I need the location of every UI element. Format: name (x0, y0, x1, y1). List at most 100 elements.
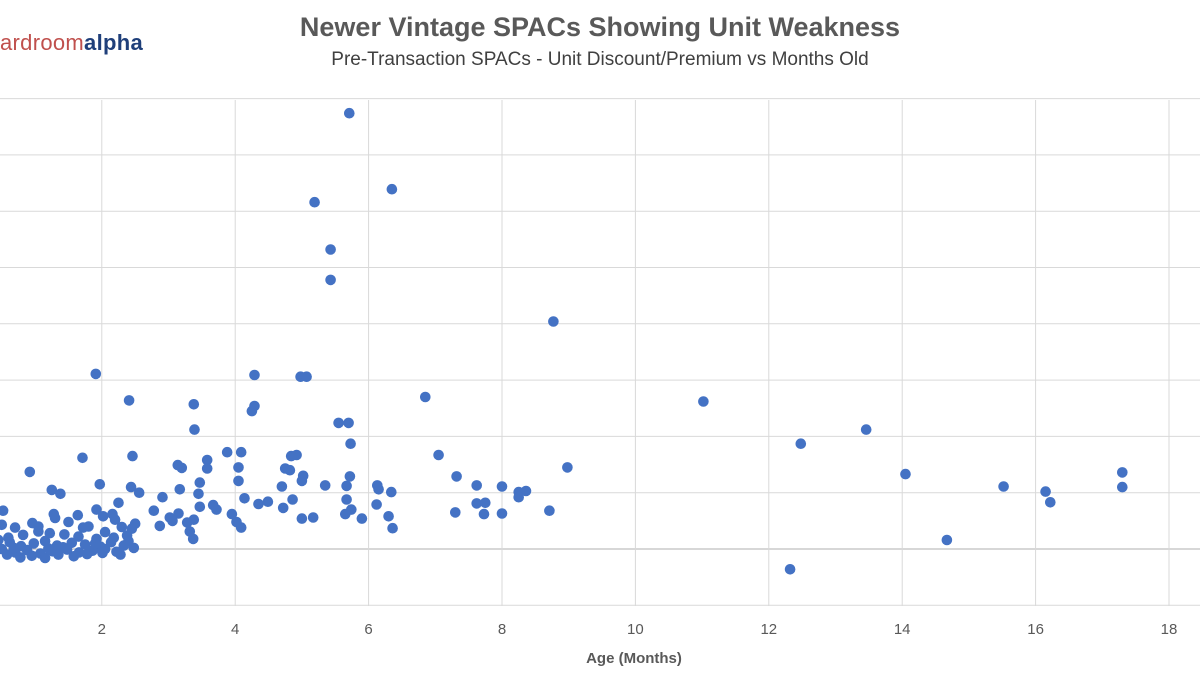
data-point (188, 399, 200, 410)
data-point (386, 486, 397, 498)
data-point (346, 504, 357, 515)
data-point (235, 446, 247, 458)
data-point (109, 514, 121, 525)
data-point (344, 107, 355, 119)
brand-logo: ardroomalpha (0, 30, 143, 56)
data-point (319, 480, 331, 491)
data-point (154, 520, 166, 532)
data-point (513, 491, 524, 503)
data-point (15, 552, 26, 563)
x-tick-label: 2 (98, 621, 106, 638)
data-point (333, 417, 344, 429)
data-point (181, 517, 193, 528)
data-point (226, 508, 238, 520)
data-point (128, 542, 140, 554)
data-point (450, 507, 461, 518)
data-point (28, 538, 40, 549)
data-point (97, 511, 109, 522)
data-point (291, 449, 302, 461)
data-point (81, 548, 93, 560)
data-point (125, 481, 137, 493)
data-point (105, 536, 117, 548)
x-tick-label: 6 (364, 621, 372, 638)
data-point (998, 481, 1009, 492)
data-point (253, 498, 264, 510)
data-point (1117, 467, 1128, 478)
data-point (698, 396, 709, 407)
data-point (97, 547, 108, 559)
data-point (496, 481, 508, 492)
data-point (562, 462, 573, 473)
data-point (284, 464, 296, 476)
data-point (344, 471, 356, 482)
data-point (63, 516, 74, 528)
data-point (194, 477, 206, 488)
data-point (115, 549, 126, 560)
data-point (309, 196, 320, 208)
data-point (201, 454, 213, 466)
data-point (496, 508, 508, 519)
data-point (287, 494, 298, 505)
data-point (276, 481, 288, 492)
data-point (55, 488, 66, 500)
data-point (343, 417, 354, 429)
data-point (72, 509, 84, 521)
data-point (373, 484, 384, 495)
data-point (356, 513, 368, 524)
data-point (57, 542, 69, 553)
data-point (173, 508, 184, 519)
data-point (471, 498, 483, 509)
data-point (341, 494, 352, 505)
data-point (341, 480, 352, 492)
data-point (544, 505, 555, 516)
data-point (174, 484, 186, 495)
data-point (371, 499, 382, 510)
data-point (451, 471, 462, 482)
data-point (249, 369, 260, 381)
data-point (387, 522, 398, 534)
logo-text-part-b: alpha (84, 30, 143, 55)
data-point (900, 468, 911, 480)
data-point (795, 438, 807, 450)
data-point (189, 424, 200, 435)
data-point (471, 480, 483, 491)
data-point (296, 513, 308, 524)
data-point (277, 502, 289, 514)
data-point (433, 449, 444, 461)
data-point (325, 274, 336, 286)
data-point (94, 479, 106, 490)
data-point (46, 484, 58, 496)
data-point (239, 493, 250, 504)
data-point (325, 244, 336, 255)
data-point (296, 475, 308, 487)
data-point (26, 550, 38, 562)
data-point (383, 511, 394, 522)
data-point (8, 542, 20, 554)
data-point (89, 538, 101, 549)
data-point (59, 529, 70, 540)
data-point (235, 522, 247, 533)
data-point (83, 521, 94, 532)
data-point (116, 521, 128, 533)
data-point (0, 505, 9, 516)
data-point (784, 564, 796, 575)
data-point (39, 552, 51, 564)
data-point (133, 487, 145, 499)
data-point (307, 512, 319, 523)
x-tick-label: 10 (627, 621, 644, 638)
data-point (301, 371, 312, 383)
data-point (17, 529, 29, 541)
x-tick-label: 4 (231, 621, 239, 638)
data-point (123, 395, 135, 406)
data-point (91, 504, 102, 515)
data-point (194, 501, 206, 513)
data-point (176, 462, 188, 474)
x-tick-label: 14 (894, 621, 911, 638)
data-point (941, 534, 953, 546)
data-point (157, 491, 168, 503)
data-point (164, 512, 176, 523)
data-point (1117, 481, 1128, 493)
data-point (345, 438, 356, 450)
logo-text-part-a: ardroom (0, 30, 85, 55)
